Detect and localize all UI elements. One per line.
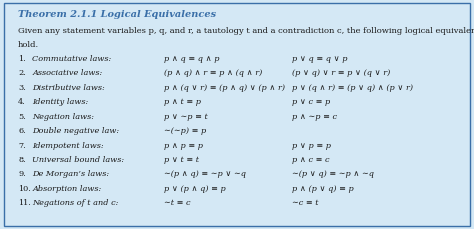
Text: p ∨ (q ∧ r) ≡ (p ∨ q) ∧ (p ∨ r): p ∨ (q ∧ r) ≡ (p ∨ q) ∧ (p ∨ r) xyxy=(292,84,412,92)
Text: Commutative laws:: Commutative laws: xyxy=(32,55,111,63)
Text: Associative laws:: Associative laws: xyxy=(32,69,102,77)
Text: 5.: 5. xyxy=(18,113,26,121)
Text: 3.: 3. xyxy=(18,84,26,92)
Text: p ∧ p ≡ p: p ∧ p ≡ p xyxy=(164,142,202,150)
Text: Universal bound laws:: Universal bound laws: xyxy=(32,156,124,164)
Text: p ∧ (q ∨ r) ≡ (p ∧ q) ∨ (p ∧ r): p ∧ (q ∨ r) ≡ (p ∧ q) ∨ (p ∧ r) xyxy=(164,84,284,92)
Text: Double negative law:: Double negative law: xyxy=(32,127,119,135)
Text: 10.: 10. xyxy=(18,185,31,193)
Text: p ∧ t ≡ p: p ∧ t ≡ p xyxy=(164,98,201,106)
Text: 9.: 9. xyxy=(18,170,26,178)
Text: Idempotent laws:: Idempotent laws: xyxy=(32,142,104,150)
Text: De Morgan’s laws:: De Morgan’s laws: xyxy=(32,170,109,178)
Text: p ∧ ∼p ≡ c: p ∧ ∼p ≡ c xyxy=(292,113,337,121)
Text: 2.: 2. xyxy=(18,69,26,77)
Text: (p ∨ q) ∨ r ≡ p ∨ (q ∨ r): (p ∨ q) ∨ r ≡ p ∨ (q ∨ r) xyxy=(292,69,390,77)
Text: Negation laws:: Negation laws: xyxy=(32,113,94,121)
Text: ∼(p ∧ q) ≡ ∼p ∨ ∼q: ∼(p ∧ q) ≡ ∼p ∨ ∼q xyxy=(164,170,246,178)
Text: p ∧ c ≡ c: p ∧ c ≡ c xyxy=(292,156,329,164)
Text: 7.: 7. xyxy=(18,142,26,150)
Text: 1.: 1. xyxy=(18,55,26,63)
Text: p ∨ p ≡ p: p ∨ p ≡ p xyxy=(292,142,330,150)
Text: Identity laws:: Identity laws: xyxy=(32,98,89,106)
Text: p ∨ t ≡ t: p ∨ t ≡ t xyxy=(164,156,199,164)
Text: ∼(p ∨ q) ≡ ∼p ∧ ∼q: ∼(p ∨ q) ≡ ∼p ∧ ∼q xyxy=(292,170,374,178)
Text: ∼t ≡ c: ∼t ≡ c xyxy=(164,199,190,207)
Text: p ∨ ∼p ≡ t: p ∨ ∼p ≡ t xyxy=(164,113,207,121)
Text: ∼(∼p) ≡ p: ∼(∼p) ≡ p xyxy=(164,127,206,135)
FancyBboxPatch shape xyxy=(4,3,470,226)
Text: p ∨ c ≡ p: p ∨ c ≡ p xyxy=(292,98,330,106)
Text: Distributive laws:: Distributive laws: xyxy=(32,84,105,92)
Text: 6.: 6. xyxy=(18,127,26,135)
Text: ∼c ≡ t: ∼c ≡ t xyxy=(292,199,318,207)
Text: p ∧ q ≡ q ∧ p: p ∧ q ≡ q ∧ p xyxy=(164,55,219,63)
Text: 11.: 11. xyxy=(18,199,31,207)
Text: Theorem 2.1.1 Logical Equivalences: Theorem 2.1.1 Logical Equivalences xyxy=(18,10,216,19)
Text: hold.: hold. xyxy=(18,41,39,49)
Text: p ∨ q ≡ q ∨ p: p ∨ q ≡ q ∨ p xyxy=(292,55,347,63)
Text: Given any statement variables p, q, and r, a tautology t and a contradiction c, : Given any statement variables p, q, and … xyxy=(18,27,474,35)
Text: p ∨ (p ∧ q) ≡ p: p ∨ (p ∧ q) ≡ p xyxy=(164,185,225,193)
Text: p ∧ (p ∨ q) ≡ p: p ∧ (p ∨ q) ≡ p xyxy=(292,185,353,193)
Text: 8.: 8. xyxy=(18,156,26,164)
Text: Negations of t and c:: Negations of t and c: xyxy=(32,199,118,207)
Text: Absorption laws:: Absorption laws: xyxy=(32,185,101,193)
Text: 4.: 4. xyxy=(18,98,26,106)
Text: (p ∧ q) ∧ r ≡ p ∧ (q ∧ r): (p ∧ q) ∧ r ≡ p ∧ (q ∧ r) xyxy=(164,69,262,77)
